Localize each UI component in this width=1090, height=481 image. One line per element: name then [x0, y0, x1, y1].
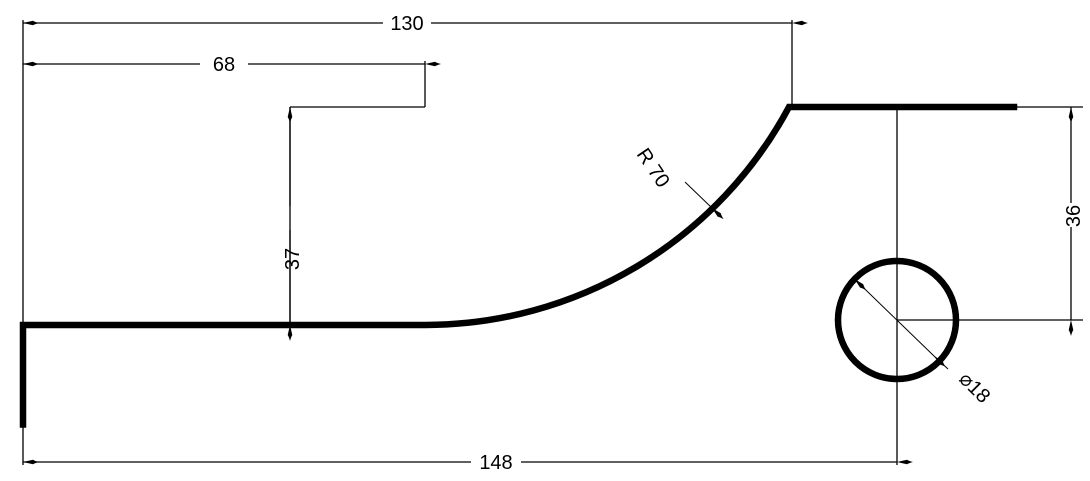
svg-text:37: 37 — [282, 248, 304, 270]
svg-text:⌀18: ⌀18 — [954, 368, 994, 408]
svg-text:R 70: R 70 — [632, 144, 674, 191]
svg-text:36: 36 — [1063, 205, 1085, 227]
svg-text:148: 148 — [479, 452, 512, 474]
svg-text:68: 68 — [213, 54, 235, 76]
svg-text:130: 130 — [390, 13, 423, 35]
